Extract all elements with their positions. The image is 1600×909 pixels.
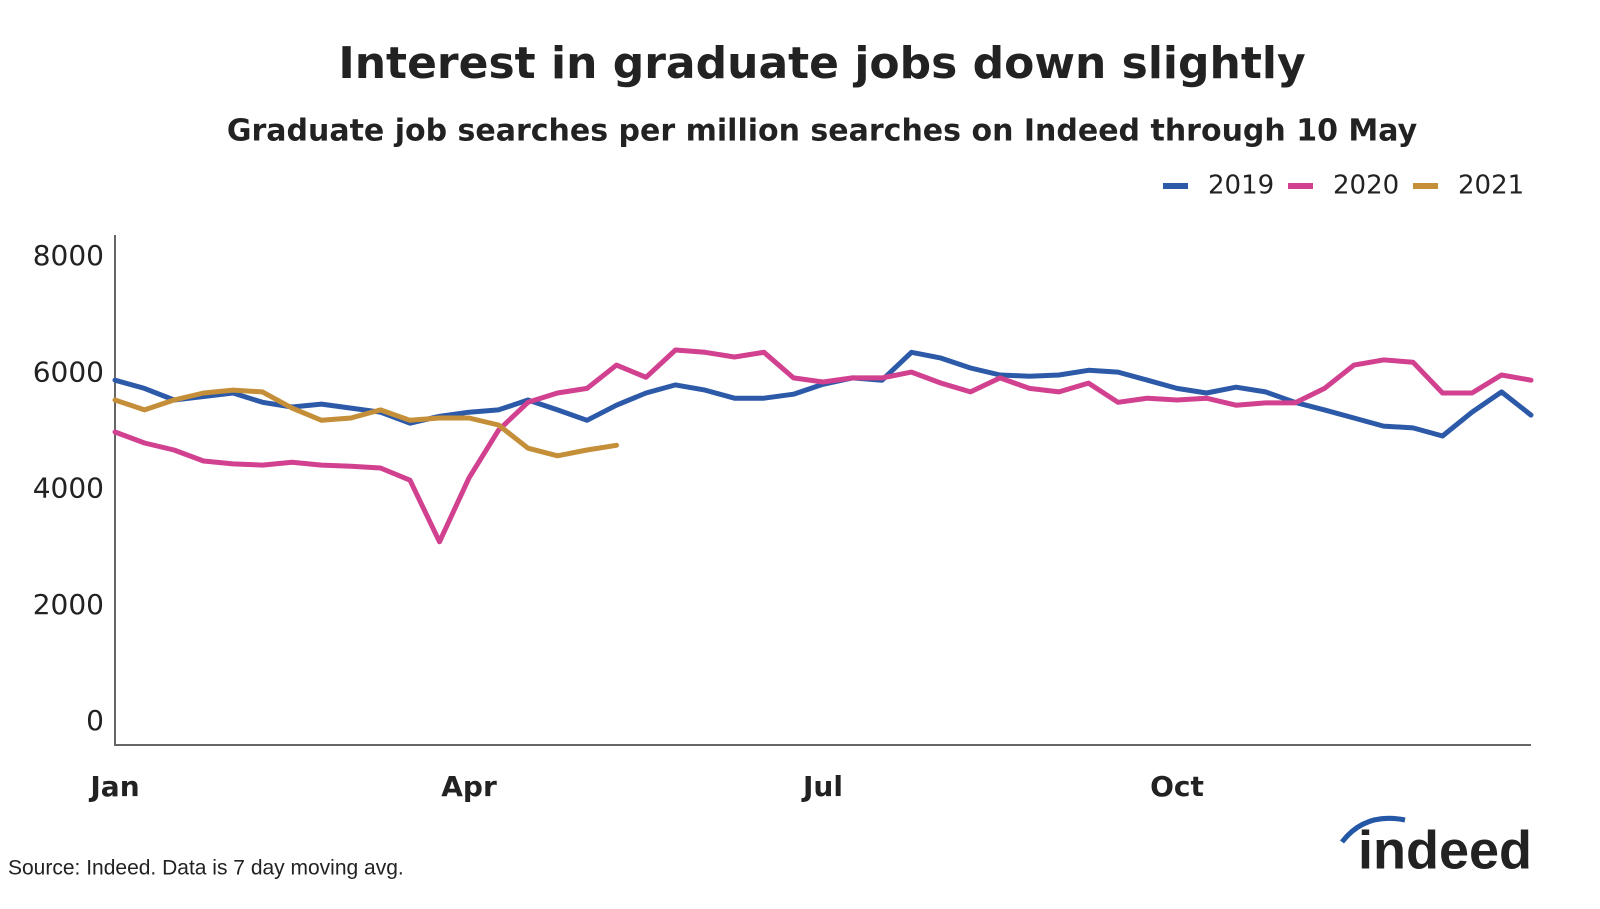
- series-line: [112, 347, 1534, 545]
- logo-arc: [1340, 815, 1406, 844]
- x-tick-label: Oct: [1150, 770, 1204, 803]
- y-tick-label: 0: [86, 704, 104, 737]
- y-tick-label: 8000: [33, 239, 104, 272]
- chart-title: Interest in graduate jobs down slightly: [338, 38, 1305, 89]
- legend-label: 2021: [1458, 171, 1524, 201]
- chart-subtitle: Graduate job searches per million search…: [227, 114, 1418, 149]
- y-tick-label: 4000: [33, 472, 104, 505]
- x-tick-label: Apr: [441, 770, 497, 803]
- y-tick-label: 6000: [33, 355, 104, 388]
- series-line: [112, 387, 619, 459]
- series-line: [112, 349, 1534, 439]
- source-note: Source: Indeed. Data is 7 day moving avg…: [8, 857, 404, 880]
- logo: indeed: [1358, 820, 1532, 880]
- x-tick-label: Jul: [801, 770, 843, 803]
- y-tick-label: 2000: [33, 588, 104, 621]
- legend-label: 2020: [1333, 171, 1399, 201]
- x-tick-label: Jan: [88, 770, 139, 803]
- legend-label: 2019: [1208, 171, 1274, 201]
